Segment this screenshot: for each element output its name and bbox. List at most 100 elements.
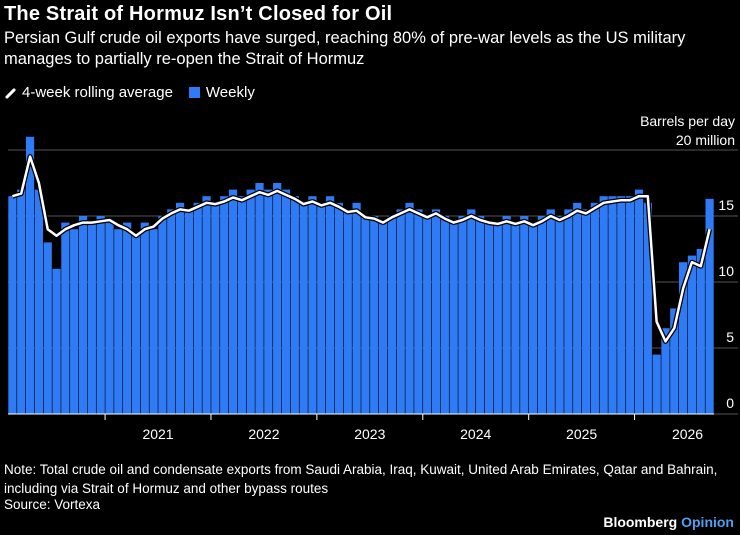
- brand-name: Bloomberg: [603, 514, 678, 530]
- weekly-bar: [387, 216, 396, 414]
- weekly-bar: [511, 222, 520, 414]
- weekly-bar: [670, 308, 679, 414]
- legend: 4-week rolling average Weekly: [4, 84, 271, 101]
- chart-note: Note: Total crude oil and condensate exp…: [4, 462, 718, 496]
- weekly-bar: [476, 216, 485, 414]
- weekly-bar: [25, 136, 35, 415]
- weekly-bar: [502, 216, 511, 414]
- weekly-bar: [184, 209, 194, 414]
- weekly-bar: [211, 202, 220, 414]
- weekly-bar: [140, 222, 149, 414]
- weekly-bar: [679, 262, 688, 414]
- weekly-bar: [643, 202, 652, 414]
- weekly-bar: [308, 196, 317, 414]
- weekly-bar: [423, 216, 432, 414]
- weekly-bar: [467, 209, 476, 414]
- weekly-bar: [34, 189, 43, 414]
- y-tick-label: 15: [718, 197, 734, 213]
- y-unit-label: Barrels per day 20 million: [640, 112, 735, 150]
- chart-source: Source: Vortexa: [4, 497, 101, 512]
- weekly-bar: [661, 328, 670, 414]
- weekly-bar: [96, 216, 105, 414]
- weekly-bar: [255, 183, 264, 414]
- weekly-bar: [414, 209, 423, 414]
- weekly-bar: [87, 222, 96, 414]
- weekly-bar: [528, 222, 538, 414]
- weekly-bar: [220, 196, 229, 414]
- weekly-bar: [281, 189, 291, 414]
- weekly-bar: [17, 189, 26, 414]
- weekly-bar: [555, 216, 564, 414]
- weekly-bar: [52, 268, 61, 414]
- weekly-bar: [193, 202, 202, 414]
- weekly-bar: [352, 202, 361, 414]
- weekly-bar: [246, 189, 255, 414]
- x-tick-label: 2024: [460, 426, 491, 442]
- rolling-average-line: [12, 155, 711, 343]
- brand-logo: Bloomberg Opinion: [603, 514, 734, 530]
- brand-suffix: Opinion: [681, 514, 734, 530]
- x-tick-label: 2023: [354, 426, 385, 442]
- weekly-bar: [634, 189, 644, 414]
- weekly-bar: [537, 216, 547, 414]
- weekly-bar: [361, 216, 370, 414]
- y-tick-label: 5: [726, 329, 734, 345]
- line-layer: [11, 154, 713, 344]
- weekly-bar: [590, 202, 599, 414]
- weekly-bar: [546, 209, 555, 414]
- weekly-bar: [687, 255, 697, 414]
- weekly-bar: [43, 242, 52, 414]
- weekly-bar: [123, 222, 132, 414]
- x-tick-label: 2025: [566, 426, 597, 442]
- x-tick-label: 2022: [248, 426, 279, 442]
- weekly-bar: [264, 189, 273, 414]
- weekly-bar: [396, 209, 405, 414]
- weekly-bar: [431, 209, 441, 414]
- weekly-bar: [705, 198, 714, 414]
- legend-item-bar: Weekly: [188, 84, 255, 101]
- weekly-bar: [202, 196, 211, 414]
- weekly-bar: [696, 249, 705, 414]
- weekly-bar: [334, 202, 344, 414]
- weekly-bar: [626, 196, 635, 414]
- y-tick-label: 10: [718, 263, 734, 279]
- weekly-bar: [581, 209, 591, 414]
- weekly-bar: [484, 222, 494, 414]
- weekly-bar: [273, 183, 282, 414]
- weekly-bar: [405, 202, 414, 414]
- legend-line-label: 4-week rolling average: [22, 84, 173, 101]
- weekly-bar: [131, 235, 141, 414]
- weekly-bar: [458, 216, 467, 414]
- weekly-bar: [564, 209, 573, 414]
- weekly-bar: [573, 202, 582, 414]
- y-tick-label: 0: [726, 395, 734, 411]
- weekly-bar: [608, 196, 617, 414]
- weekly-bar: [237, 196, 246, 414]
- legend-bar-label: Weekly: [205, 84, 255, 101]
- weekly-bar: [652, 354, 661, 414]
- chart-title: The Strait of Hormuz Isn’t Closed for Oi…: [4, 3, 393, 25]
- weekly-bar: [299, 202, 308, 414]
- weekly-bar: [343, 209, 352, 414]
- weekly-bar: [158, 216, 167, 414]
- weekly-bar: [8, 196, 17, 414]
- weekly-bar: [61, 222, 70, 414]
- bar-swatch-icon: [188, 87, 200, 98]
- weekly-bar: [167, 209, 176, 414]
- weekly-bar: [520, 216, 529, 414]
- weekly-bar: [440, 216, 449, 414]
- weekly-bar: [617, 196, 626, 414]
- axis-layer: 0 5 10 15 2021 2022 2023 2024 2025 2026: [8, 197, 734, 442]
- chart-subtitle: Persian Gulf crude oil exports have surg…: [4, 29, 686, 68]
- legend-item-line: 4-week rolling average: [4, 84, 173, 101]
- weekly-bar: [326, 196, 335, 414]
- weekly-bar: [317, 202, 326, 414]
- x-tick-label: 2021: [142, 426, 173, 442]
- weekly-bar: [599, 196, 608, 414]
- weekly-bar: [114, 229, 123, 414]
- weekly-bar: [149, 229, 158, 414]
- weekly-bar: [175, 202, 185, 414]
- y-unit-line2: 20 million: [675, 132, 735, 148]
